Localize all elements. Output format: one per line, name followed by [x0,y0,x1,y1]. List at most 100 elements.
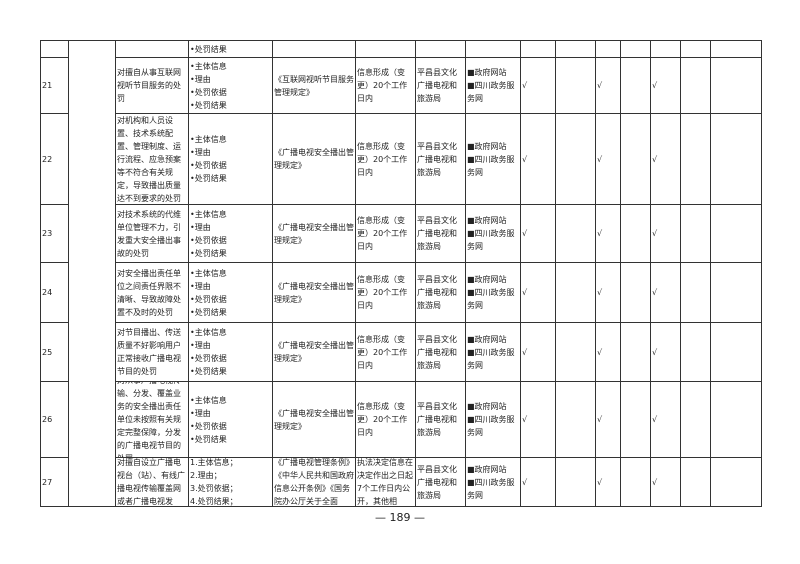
channel-line: ■四川政务服务网 [467,477,515,500]
channel-line: ■政府网站 [467,141,507,151]
channel-line: ■政府网站 [467,216,507,225]
cell: 1.主体信息； 2.理由； 3.处罚依据； 4.处罚结果； [189,458,273,507]
cell: ■政府网站 ■四川政务服务网 [466,114,521,205]
content-line: •处罚依据 [190,87,227,97]
check-mark: √ [596,114,621,205]
content-line: •处罚依据 [190,294,227,304]
content-line: •主体信息 [190,395,227,405]
channel-line: ■政府网站 [467,68,507,77]
cell [651,41,681,58]
cell [621,458,651,507]
check-mark: √ [651,263,681,323]
cell: ■政府网站 ■四川政务服务网 [466,382,521,458]
cell: •主体信息 •理由 •处罚依据 •处罚结果 [189,58,273,114]
cell [556,382,596,458]
content-line: •处罚依据 [190,354,227,363]
check-mark: √ [596,205,621,263]
content-line: •理由 [190,408,211,418]
cell: ■政府网站 ■四川政务服务网 [466,458,521,507]
cell [116,41,189,58]
channel-line: ■四川政务服务网 [467,229,515,251]
cell [41,41,69,58]
basis: 《广播电视安全播出管理规定》 [273,205,356,263]
check-mark: √ [596,382,621,458]
cell [621,205,651,263]
content-line: •处罚依据 [190,421,227,431]
check-mark: √ [596,58,621,114]
cell [681,58,711,114]
cell [711,114,762,205]
basis: 《广播电视安全播出管理规定》 [273,323,356,382]
cell: •主体信息 •理由 •处罚依据 •处罚结果 [189,323,273,382]
no: 27 [41,458,69,507]
cell [711,41,762,58]
channel-line: ■四川政务服务网 [467,347,515,370]
cell [711,458,762,507]
cell [556,263,596,323]
content-line: 2.理由； [190,471,222,480]
cell [356,41,416,58]
subject: 平昌县文化广播电视和旅游局 [416,323,466,382]
cell [556,114,596,205]
content-line: •主体信息 [190,328,227,337]
basis: 《广播电视管理条例》《中华人民共和国政府信息公开条例》《国务院办公厅关于全面 [273,458,356,507]
cell: •主体信息 •理由 •处罚依据 •处罚结果 [189,205,273,263]
content-line: •主体信息 [190,209,227,219]
cell [711,205,762,263]
no: 24 [41,263,69,323]
item: 对擅自从事互联网视听节目服务的处罚 [116,58,189,114]
cell [556,323,596,382]
cell [681,205,711,263]
item: 对节目播出、传送质量不好影响用户正常接收广播电视节目的处罚 [116,323,189,382]
cell [556,58,596,114]
content-line: •处罚结果 [190,174,227,183]
cell [556,205,596,263]
cell: ■政府网站 ■四川政务服务网 [466,205,521,263]
cell: ■政府网站 ■四川政务服务网 [466,263,521,323]
channel-line: ■四川政务服务网 [467,415,515,437]
content-line: •理由 [190,222,211,232]
no: 26 [41,382,69,458]
cell [521,41,556,58]
cell [273,41,356,58]
content-line: •理由 [190,148,211,157]
cell: •主体信息 •理由 •处罚依据 •处罚结果 [189,114,273,205]
content-line: •理由 [190,74,211,84]
table: •处罚结果 21 对擅自从事互联网视听节目服务的处罚 •主体信息 •理由 •处罚依据 •处罚… [40,40,762,507]
time: 信息形成（变更）20个工作日内 [356,58,416,114]
time: 信息形成（变更）20个工作日内 [356,323,416,382]
item: 对机构和人员设置、技术系统配置、管理制度、运行流程、应急预案等不符合有关规定，导… [116,114,189,205]
cell: ■政府网站 ■四川政务服务网 [466,323,521,382]
time: 信息形成（变更）20个工作日内 [356,263,416,323]
cell [681,382,711,458]
content-line: •处罚结果 [190,307,227,317]
check-mark: √ [521,323,556,382]
cell [621,382,651,458]
check-mark: √ [521,458,556,507]
content-line: •处罚结果 [190,248,227,258]
content-line: •处罚结果 [190,434,227,444]
check-mark: √ [521,382,556,458]
cell: •处罚结果 [189,41,273,58]
cell [621,323,651,382]
content-line: •主体信息 [190,268,227,278]
channel-line: ■四川政务服务网 [467,154,515,177]
channel-line: ■政府网站 [467,402,507,411]
cell [681,458,711,507]
subject: 平昌县文化广播电视和旅游局 [416,382,466,458]
cell [711,323,762,382]
check-mark: √ [651,458,681,507]
cell [711,263,762,323]
channel-line: ■四川政务服务网 [467,288,515,310]
check-mark: √ [651,114,681,205]
item: 对技术系统的代维单位管理不力，引发重大安全播出事故的处罚 [116,205,189,263]
check-mark: √ [521,58,556,114]
no: 23 [41,205,69,263]
no: 25 [41,323,69,382]
subject: 平昌县文化广播电视和旅游局 [416,263,466,323]
content-line: •处罚结果 [190,367,227,376]
content-line: •处罚依据 [190,161,227,170]
channel-line: ■政府网站 [467,464,507,474]
channel-line: ■政府网站 [467,275,507,284]
check-mark: √ [651,58,681,114]
